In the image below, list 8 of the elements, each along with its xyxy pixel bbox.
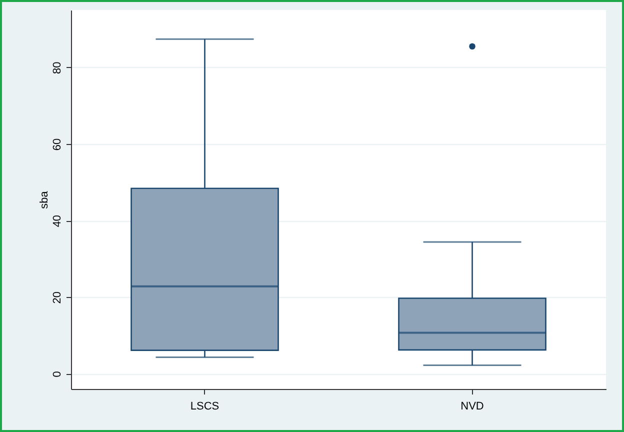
y-axis-title: sba [38,190,50,209]
y-tick-label: 60 [52,138,64,151]
y-tick-label: 0 [52,371,64,378]
y-tick-label: 80 [52,62,64,74]
y-tick-label: 40 [52,214,64,228]
y-tick-label: 20 [52,291,64,304]
x-tick-label: LSCS [190,400,220,412]
x-tick-label: NVD [460,400,484,412]
